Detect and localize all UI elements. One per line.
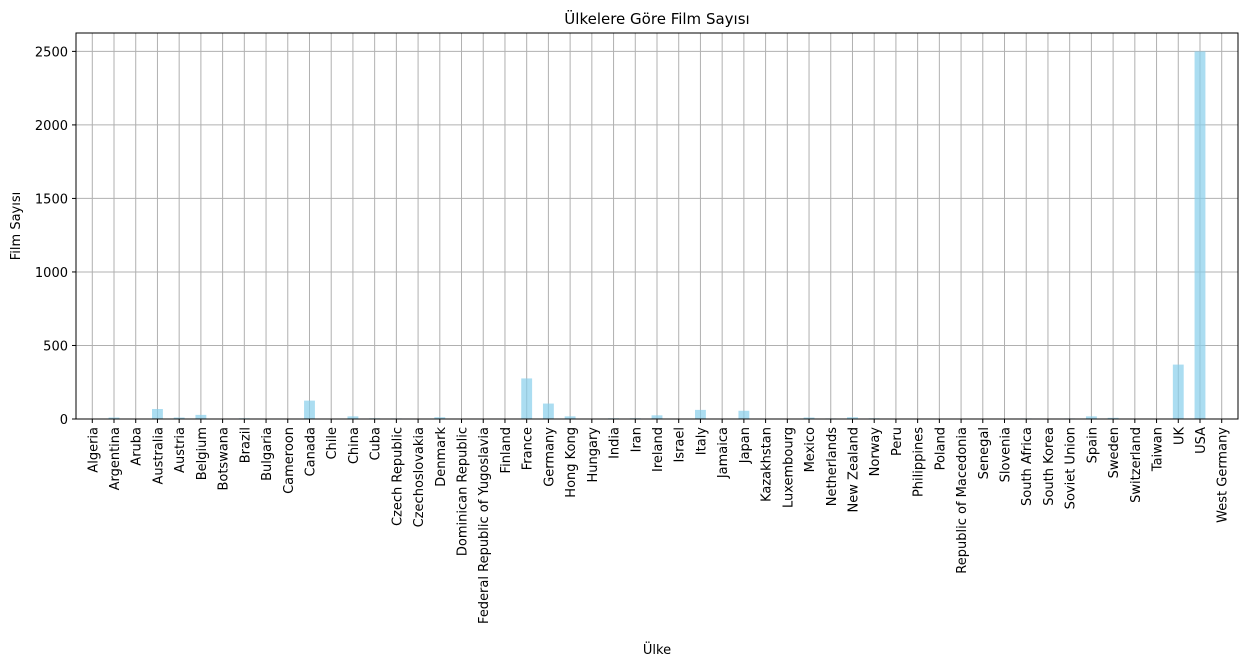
x-tick-label: Luxembourg xyxy=(781,427,796,508)
x-tick-label: Aruba xyxy=(130,427,145,466)
x-tick-label: Canada xyxy=(303,427,318,476)
x-tick-label: Dominican Republic xyxy=(456,427,471,556)
x-tick-label: South Korea xyxy=(1042,427,1057,506)
x-tick-label: Hong Kong xyxy=(564,427,579,498)
x-tick-label: Republic of Macedonia xyxy=(955,427,970,574)
x-tick-label: Finland xyxy=(499,427,514,473)
x-tick-label: Cameroon xyxy=(282,427,297,494)
y-tick-label: 1000 xyxy=(35,266,68,281)
x-tick-label: Spain xyxy=(1085,427,1100,463)
x-tick-label: Peru xyxy=(890,427,905,456)
x-tick-label: Botswana xyxy=(217,427,232,491)
x-tick-label: Slovenia xyxy=(999,427,1014,482)
bar xyxy=(152,409,163,419)
x-tick-label: Algeria xyxy=(86,427,101,473)
x-tick-label: Ireland xyxy=(651,427,666,472)
x-tick-label: South Africa xyxy=(1020,427,1035,506)
bar xyxy=(564,416,576,419)
bars xyxy=(86,51,1228,419)
x-tick-label: Argentina xyxy=(108,427,123,490)
x-tick-label: Taiwan xyxy=(1151,427,1166,472)
x-tick-label: Czechoslovakia xyxy=(412,427,427,527)
bar xyxy=(651,415,663,419)
x-tick-label: Senegal xyxy=(977,427,992,479)
x-tick-label: Philippines xyxy=(912,427,927,497)
bar xyxy=(108,417,120,419)
x-tick-label: Poland xyxy=(933,427,948,470)
bar xyxy=(195,414,207,419)
x-tick-label: Norway xyxy=(868,427,883,477)
x-tick-label: Germany xyxy=(542,427,557,487)
x-tick-label: Israel xyxy=(673,427,688,463)
y-tick-label: 2500 xyxy=(35,45,68,60)
bar xyxy=(1085,416,1097,419)
chart-title: Ülkelere Göre Film Sayısı xyxy=(564,9,749,28)
x-tick-label: Sweden xyxy=(1107,427,1122,478)
x-tick-label: UK xyxy=(1172,427,1187,446)
x-tick-label: Netherlands xyxy=(825,427,840,506)
x-tick-label: Federal Republic of Yugoslavia xyxy=(477,427,492,624)
bar xyxy=(304,400,315,419)
x-tick-label: China xyxy=(347,427,362,464)
x-tick-label: Czech Republic xyxy=(390,427,405,526)
bar xyxy=(803,417,815,419)
x-tick-label: Belgium xyxy=(195,427,210,480)
x-tick-label: Cuba xyxy=(369,427,384,461)
x-tick-label: India xyxy=(608,427,623,459)
bar xyxy=(347,416,359,419)
bar xyxy=(738,410,750,419)
x-tick-label: Mexico xyxy=(803,427,818,472)
x-axis: Algeria Argentina Aruba Australia Austria Bel… xyxy=(86,419,1231,624)
bar xyxy=(695,409,706,419)
x-tick-label: Australia xyxy=(151,427,166,485)
bar xyxy=(1194,51,1206,419)
x-tick-label: Austria xyxy=(173,427,188,473)
x-tick-label: Italy xyxy=(694,427,709,456)
x-tick-label: Soviet Union xyxy=(1064,427,1079,509)
x-tick-label: Bulgaria xyxy=(260,427,275,481)
bar xyxy=(847,417,858,419)
y-axis: 0 500 1000 1500 2000 2500 xyxy=(35,45,76,428)
x-tick-label: Jamaica xyxy=(716,427,731,479)
x-tick-label: Denmark xyxy=(434,427,449,487)
x-tick-label: Switzerland xyxy=(1129,427,1144,503)
x-axis-title: Ülke xyxy=(643,641,671,658)
y-tick-label: 0 xyxy=(60,413,68,428)
x-tick-label: Japan xyxy=(738,427,753,464)
x-tick-label: Iran xyxy=(629,427,644,452)
x-tick-label: USA xyxy=(1194,427,1209,454)
x-tick-label: Chile xyxy=(325,427,340,460)
y-axis-title: Film Sayısı xyxy=(9,192,24,260)
y-tick-label: 500 xyxy=(43,339,68,354)
x-tick-label: Kazakhstan xyxy=(760,427,775,502)
grid-lines xyxy=(76,33,1238,420)
x-tick-label: Hungary xyxy=(586,427,601,483)
x-tick-label: Brazil xyxy=(238,427,253,463)
bar xyxy=(1172,364,1184,419)
bar xyxy=(173,417,185,419)
bar xyxy=(1107,417,1119,419)
y-tick-label: 1500 xyxy=(35,192,68,207)
bar xyxy=(521,378,533,419)
bar xyxy=(434,417,446,419)
y-tick-label: 2000 xyxy=(35,119,68,134)
bar xyxy=(542,403,554,419)
x-tick-label: West Germany xyxy=(1216,427,1231,523)
x-tick-label: New Zealand xyxy=(846,427,861,512)
x-tick-label: France xyxy=(521,427,536,470)
